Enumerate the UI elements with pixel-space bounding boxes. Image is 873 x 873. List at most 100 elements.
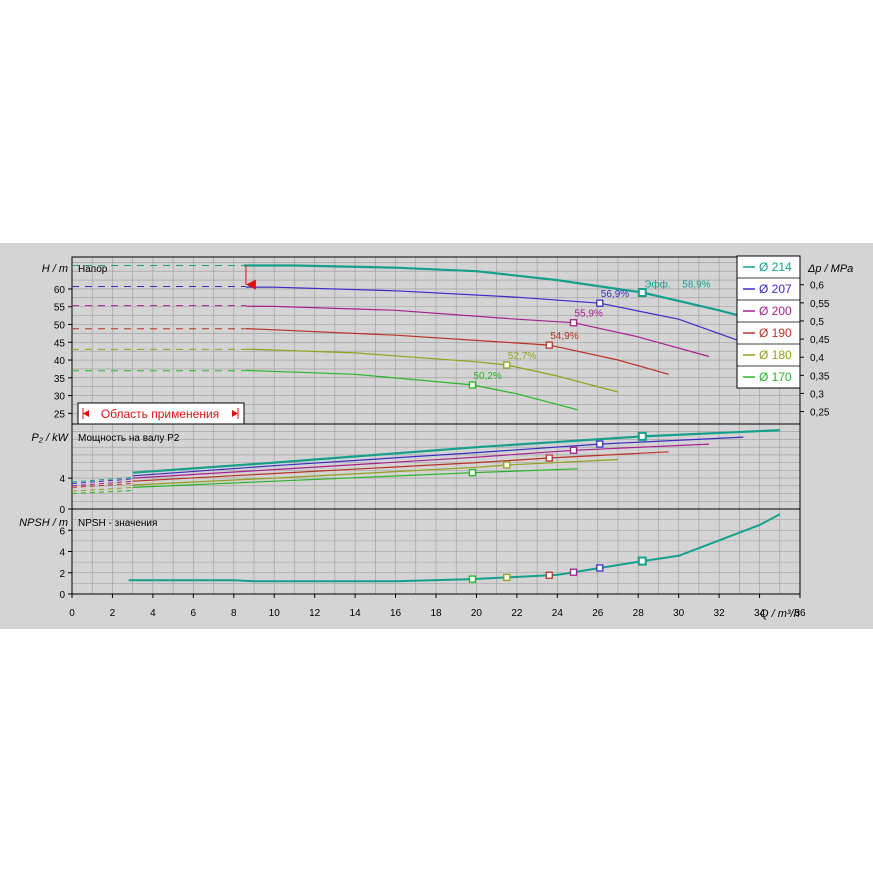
head-curve bbox=[245, 369, 578, 411]
legend-entry: Ø 200 bbox=[759, 304, 792, 318]
application-range-box bbox=[77, 402, 245, 425]
efficiency-point-npsh bbox=[545, 571, 553, 579]
x-tick-label: 28 bbox=[633, 608, 645, 619]
power-curve-dashed-segment bbox=[71, 480, 133, 487]
efficiency-value-label: 56,9% bbox=[601, 289, 629, 300]
pressure-tick-label: 0,25 bbox=[810, 408, 830, 419]
efficiency-point-head bbox=[596, 299, 604, 307]
axis-ticks: 0 2 4 6 8 10 12 14 16 18 20 22 24 26 28 30 32 34 362530354… bbox=[54, 281, 830, 619]
head-curve bbox=[245, 286, 744, 343]
npsh-tick-label: 2 bbox=[59, 569, 65, 580]
npsh-tick-label: 4 bbox=[59, 548, 65, 559]
efficiency-point-power bbox=[468, 469, 477, 477]
x-tick-label: 8 bbox=[231, 608, 237, 619]
npsh-axis-label: NPSH / m bbox=[19, 517, 68, 529]
efficiency-point-power bbox=[596, 440, 604, 448]
x-tick-label: 20 bbox=[471, 608, 483, 619]
grid-lines bbox=[72, 257, 800, 594]
efficiency-point-npsh bbox=[569, 568, 578, 576]
efficiency-value-label: 54,9% bbox=[550, 331, 578, 342]
head-tick-label: 60 bbox=[54, 285, 66, 296]
power-curve bbox=[132, 429, 780, 474]
head-axis-label: H / m bbox=[42, 263, 68, 275]
head-tick-label: 55 bbox=[54, 303, 66, 314]
head-tick-label: 35 bbox=[54, 374, 66, 385]
efficiency-point-power bbox=[503, 461, 511, 469]
x-tick-label: 4 bbox=[150, 608, 156, 619]
power-axis-label: P₂ / kW bbox=[31, 432, 69, 444]
x-tick-label: 16 bbox=[390, 608, 402, 619]
legend: Ø 214 Ø 207 Ø 200 Ø 190 Ø 180 Ø 170 bbox=[736, 255, 801, 389]
x-tick-label: 0 bbox=[69, 608, 75, 619]
x-tick-label: 12 bbox=[309, 608, 321, 619]
x-tick-label: 14 bbox=[350, 608, 362, 619]
efficiency-point-power bbox=[545, 454, 553, 462]
range-box-right-arrow bbox=[232, 410, 238, 417]
power-curve-dashed-segment bbox=[71, 483, 133, 488]
x-tick-label: 6 bbox=[191, 608, 197, 619]
chart-background bbox=[0, 243, 873, 629]
pressure-tick-label: 0,35 bbox=[810, 371, 830, 382]
efficiency-point-head bbox=[503, 361, 511, 369]
efficiency-point-npsh bbox=[637, 556, 647, 566]
power-curve-dashed-segment bbox=[71, 478, 133, 484]
axis-labels: H / m Напор Δp / MPa P₂ / kW Мощность на… bbox=[19, 263, 853, 620]
legend-entry: Ø 207 bbox=[759, 282, 792, 296]
range-box-left-arrow bbox=[83, 410, 89, 417]
efficiency-point-power bbox=[569, 446, 578, 454]
pressure-tick-label: 0,45 bbox=[810, 335, 830, 346]
efficiency-prefix-label: Эфф. bbox=[644, 279, 670, 291]
power-curve bbox=[132, 451, 669, 482]
efficiency-point-head bbox=[545, 341, 553, 349]
efficiency-point-head bbox=[468, 381, 477, 389]
application-range-label: Область применения bbox=[101, 407, 219, 421]
x-tick-label: 34 bbox=[754, 608, 766, 619]
pressure-tick-label: 0,55 bbox=[810, 299, 830, 310]
efficiency-point-head bbox=[637, 288, 647, 298]
npsh-tick-label: 6 bbox=[59, 526, 65, 537]
x-tick-label: 2 bbox=[110, 608, 116, 619]
npsh-curve bbox=[128, 513, 781, 583]
efficiency-markers: Эфф. 58,9% 56,9% 55,9% 54,9% 52,7% 50,2% bbox=[468, 279, 711, 583]
legend-entry: Ø 170 bbox=[759, 370, 792, 384]
curves bbox=[71, 264, 781, 583]
x-tick-label: 36 bbox=[794, 608, 806, 619]
x-tick-label: 10 bbox=[269, 608, 281, 619]
head-panel-title: Напор bbox=[78, 264, 108, 275]
power-panel-title: Мощность на валу P2 bbox=[78, 433, 180, 444]
x-tick-label: 22 bbox=[511, 608, 523, 619]
head-tick-label: 50 bbox=[54, 321, 66, 332]
x-tick-label: 18 bbox=[430, 608, 442, 619]
range-left-arrow bbox=[245, 279, 256, 290]
efficiency-value-label: 50,2% bbox=[473, 371, 501, 382]
head-curve bbox=[245, 328, 669, 375]
head-tick-label: 40 bbox=[54, 356, 66, 367]
power-curve-dashed-segment bbox=[71, 476, 133, 483]
head-tick-label: 45 bbox=[54, 338, 66, 349]
efficiency-point-npsh bbox=[503, 573, 511, 582]
power-curve bbox=[132, 458, 619, 486]
efficiency-point-npsh bbox=[596, 564, 604, 572]
legend-entry: Ø 190 bbox=[759, 326, 792, 340]
legend-entry: Ø 180 bbox=[759, 348, 792, 362]
x-tick-label: 30 bbox=[673, 608, 685, 619]
npsh-panel-title: NPSH - значения bbox=[78, 518, 157, 529]
head-tick-label: 25 bbox=[54, 409, 66, 420]
power-curve bbox=[132, 443, 710, 479]
efficiency-value-label: 55,9% bbox=[575, 309, 603, 320]
efficiency-point-head bbox=[569, 319, 578, 327]
head-curve bbox=[245, 348, 619, 393]
npsh-tick-label: 0 bbox=[59, 590, 65, 601]
power-curve bbox=[132, 468, 578, 488]
power-tick-label: 0 bbox=[59, 505, 65, 516]
x-tick-label: 26 bbox=[592, 608, 604, 619]
power-curve-dashed-segment bbox=[71, 490, 133, 494]
head-tick-label: 30 bbox=[54, 392, 66, 403]
x-axis-label: Q / m³/h bbox=[760, 608, 800, 620]
application-range: Область применения bbox=[77, 402, 245, 425]
power-curve bbox=[132, 436, 744, 477]
x-tick-label: 32 bbox=[714, 608, 726, 619]
pressure-tick-label: 0,3 bbox=[810, 389, 824, 400]
pressure-tick-label: 0,6 bbox=[810, 281, 824, 292]
x-tick-label: 24 bbox=[552, 608, 564, 619]
